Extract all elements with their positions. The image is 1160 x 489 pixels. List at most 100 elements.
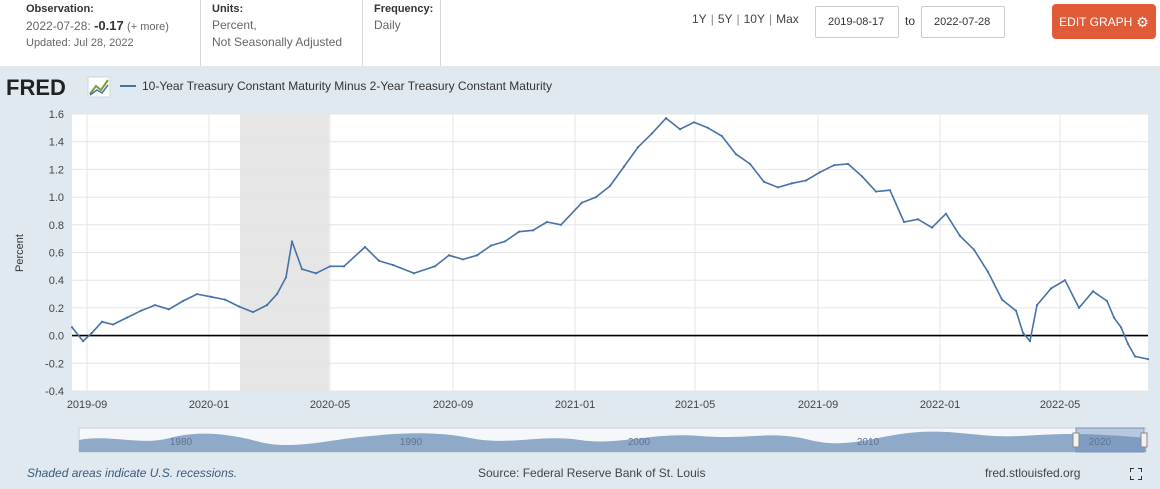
x-tick-label: 2020-05 xyxy=(310,399,350,411)
data-point xyxy=(125,316,129,319)
end-date-input[interactable] xyxy=(921,6,1005,38)
y-tick-label: 1.0 xyxy=(49,192,64,204)
navigator-left-handle[interactable] xyxy=(1072,432,1080,448)
data-point xyxy=(1014,309,1018,312)
navigator-right-handle[interactable] xyxy=(1140,432,1148,448)
data-point xyxy=(636,146,640,149)
data-point xyxy=(1035,304,1039,307)
observation-more-link[interactable]: (+ more) xyxy=(127,21,169,33)
range-max[interactable]: Max xyxy=(776,12,799,26)
data-point xyxy=(972,248,976,251)
data-point xyxy=(776,186,780,189)
range-5y[interactable]: 5Y xyxy=(717,12,733,26)
x-tick-label: 2021-05 xyxy=(675,399,715,411)
data-point xyxy=(223,298,227,301)
edit-graph-label: EDIT GRAPH xyxy=(1059,14,1133,29)
chart-title: 10-Year Treasury Constant Maturity Minus… xyxy=(142,79,552,93)
data-point xyxy=(237,305,241,308)
data-point xyxy=(888,189,892,192)
data-point xyxy=(762,180,766,183)
data-point xyxy=(181,299,185,303)
observation-value: -0.17 xyxy=(94,18,124,33)
data-point xyxy=(81,340,85,343)
data-point xyxy=(100,320,104,323)
data-point xyxy=(489,244,493,247)
data-point xyxy=(734,153,738,156)
navigator[interactable]: 1980 1990 2000 2010 2020 xyxy=(78,427,1148,453)
data-point xyxy=(153,304,157,307)
navigator-label: 2000 xyxy=(628,437,651,448)
series-line xyxy=(71,117,1149,360)
data-point xyxy=(650,132,654,135)
data-point xyxy=(720,135,724,138)
data-point xyxy=(475,254,479,257)
data-points xyxy=(70,117,1150,361)
data-point xyxy=(251,310,255,314)
observation-line: 2022-07-28: -0.17 (+ more) xyxy=(26,16,169,37)
data-point xyxy=(678,128,682,131)
data-point xyxy=(531,229,535,232)
data-point xyxy=(1028,340,1032,343)
data-point xyxy=(90,331,94,334)
data-point xyxy=(692,121,696,124)
fred-logo-graph-icon xyxy=(87,76,111,98)
range-separator: | xyxy=(768,12,773,26)
start-date-input[interactable] xyxy=(815,6,899,38)
x-tick-label: 2021-01 xyxy=(555,399,595,411)
data-point xyxy=(580,201,584,204)
navigator-label: 2020 xyxy=(1089,437,1112,448)
observation-label: Observation: xyxy=(26,3,94,15)
divider xyxy=(362,0,363,66)
fred-logo: FRED xyxy=(6,75,66,100)
fullscreen-icon[interactable] xyxy=(1130,468,1142,480)
data-point xyxy=(412,272,416,275)
data-point xyxy=(846,162,850,165)
data-point xyxy=(1126,342,1130,346)
y-tick-label: 0.2 xyxy=(49,303,64,315)
x-tick-label: 2022-01 xyxy=(920,399,960,411)
data-point xyxy=(1119,326,1123,329)
data-point xyxy=(545,220,549,224)
grid xyxy=(72,113,1148,392)
units-block: Units: Percent, Not Seasonally Adjusted xyxy=(212,2,342,49)
units-line-2: Not Seasonally Adjusted xyxy=(212,35,343,49)
data-point xyxy=(559,223,563,226)
data-point xyxy=(986,270,990,273)
data-point xyxy=(342,265,346,268)
navigator-label: 1990 xyxy=(400,437,423,448)
range-1y[interactable]: 1Y xyxy=(692,12,707,26)
data-point xyxy=(1077,306,1081,309)
data-point xyxy=(874,190,878,193)
data-point xyxy=(195,292,199,296)
y-tick-label: 1.6 xyxy=(49,109,64,121)
data-point xyxy=(209,295,213,298)
navigator-labels: 1980 1990 2000 2010 2020 xyxy=(170,437,1112,448)
y-tick-label: 0.4 xyxy=(49,275,64,287)
y-tick-labels: 1.6 1.4 1.2 1.0 0.8 0.6 0.4 0.2 0.0 -0.2 -0.4 xyxy=(45,109,64,398)
x-tick-label: 2021-09 xyxy=(798,399,838,411)
data-point xyxy=(314,272,318,275)
x-tick-labels: 2019-09 2020-01 2020-05 2020-09 2021-01 2021-… xyxy=(67,399,1080,411)
date-to-label: to xyxy=(905,14,916,28)
y-tick-label: -0.4 xyxy=(45,386,64,398)
data-point xyxy=(70,326,74,329)
data-point xyxy=(706,126,710,129)
y-tick-label: 0.0 xyxy=(49,331,64,343)
source-text: Source: Federal Reserve Bank of St. Loui… xyxy=(478,466,706,480)
navigator-label: 2010 xyxy=(857,437,880,448)
data-point xyxy=(944,212,948,215)
data-point xyxy=(433,265,437,268)
data-point xyxy=(832,164,836,167)
data-point xyxy=(300,268,304,271)
data-point xyxy=(622,165,626,168)
range-10y[interactable]: 10Y xyxy=(743,12,765,26)
site-link[interactable]: fred.stlouisfed.org xyxy=(985,466,1081,480)
x-tick-label: 2019-09 xyxy=(67,399,107,411)
data-point xyxy=(265,304,269,307)
frequency-label: Frequency: xyxy=(374,3,434,15)
range-selector: 1Y | 5Y | 10Y | Max xyxy=(692,12,799,26)
units-line-1: Percent, xyxy=(212,18,257,32)
recession-note: Shaded areas indicate U.S. recessions. xyxy=(27,466,238,480)
data-point xyxy=(328,265,332,268)
edit-graph-button[interactable]: EDIT GRAPH ⚙ xyxy=(1052,4,1156,39)
